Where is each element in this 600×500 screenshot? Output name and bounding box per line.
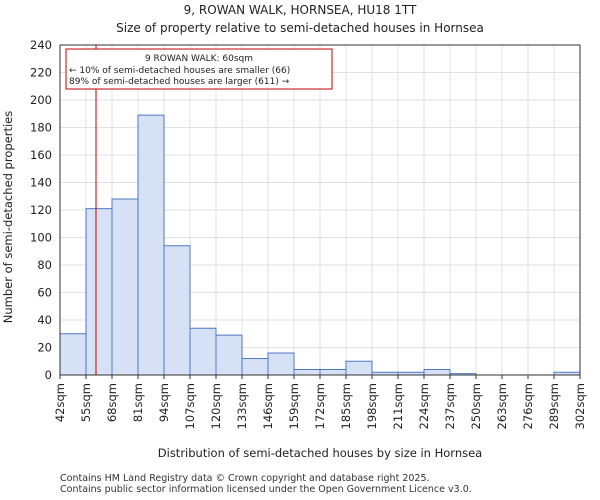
annotation-line2: ← 10% of semi-detached houses are smalle… bbox=[69, 66, 290, 76]
x-tick-label: 107sqm bbox=[183, 383, 197, 429]
x-tick-labels: 42sqm 55sqm 68sqm 81sqm 94sqm 107sqm 120sqm 133… bbox=[53, 375, 587, 429]
x-tick-label: 276sqm bbox=[521, 383, 535, 429]
histogram-bar bbox=[85, 208, 113, 376]
x-axis-label: Distribution of semi-detached houses by … bbox=[158, 446, 482, 460]
bars bbox=[59, 114, 581, 376]
histogram-bar bbox=[111, 198, 139, 376]
x-tick-label: 302sqm bbox=[573, 383, 587, 429]
x-tick-label: 263sqm bbox=[495, 383, 509, 429]
x-tick-label: 42sqm bbox=[53, 383, 67, 422]
y-tick-labels: 0 20 40 60 80 100 120 140 160 180 200 220 240 bbox=[30, 38, 52, 382]
y-tick-label: 120 bbox=[30, 203, 52, 217]
y-tick-label: 200 bbox=[30, 93, 52, 107]
histogram-bar bbox=[319, 369, 347, 376]
x-tick-label: 224sqm bbox=[417, 383, 431, 429]
x-tick-label: 146sqm bbox=[261, 383, 275, 429]
x-tick-label: 159sqm bbox=[287, 383, 301, 429]
x-tick-label: 68sqm bbox=[105, 383, 119, 422]
y-tick-label: 60 bbox=[37, 286, 52, 300]
histogram-bar bbox=[267, 352, 295, 376]
footer-line1: Contains HM Land Registry data © Crown c… bbox=[60, 473, 430, 484]
histogram-bar bbox=[293, 369, 321, 376]
y-tick-label: 40 bbox=[37, 313, 52, 327]
x-tick-label: 237sqm bbox=[443, 383, 457, 429]
histogram-bar bbox=[345, 360, 373, 376]
histogram-bar bbox=[59, 333, 87, 376]
x-tick-label: 172sqm bbox=[313, 383, 327, 429]
x-tick-label: 120sqm bbox=[209, 383, 223, 429]
y-tick-label: 0 bbox=[45, 368, 52, 382]
x-tick-label: 211sqm bbox=[391, 383, 405, 429]
histogram-bar bbox=[163, 245, 191, 376]
y-tick-label: 100 bbox=[30, 231, 52, 245]
y-axis-label: Number of semi-detached properties bbox=[1, 111, 15, 323]
chart-title-line2: Size of property relative to semi-detach… bbox=[116, 21, 484, 35]
x-tick-label: 94sqm bbox=[157, 383, 171, 422]
y-tick-label: 180 bbox=[30, 121, 52, 135]
chart-title-line1: 9, ROWAN WALK, HORNSEA, HU18 1TT bbox=[184, 3, 417, 17]
x-tick-label: 185sqm bbox=[339, 383, 353, 429]
histogram-bar bbox=[423, 369, 451, 376]
y-tick-label: 20 bbox=[37, 341, 52, 355]
y-tick-label: 240 bbox=[30, 38, 52, 52]
y-tick-label: 160 bbox=[30, 148, 52, 162]
x-tick-label: 133sqm bbox=[235, 383, 249, 429]
x-tick-label: 289sqm bbox=[547, 383, 561, 429]
plot-frame bbox=[59, 44, 581, 376]
x-tick-label: 198sqm bbox=[365, 383, 379, 429]
x-tick-label: 81sqm bbox=[131, 383, 145, 422]
x-tick-label: 250sqm bbox=[469, 383, 483, 429]
histogram-bar bbox=[241, 358, 269, 376]
y-tick-label: 220 bbox=[30, 66, 52, 80]
histogram-bar bbox=[189, 327, 217, 376]
histogram-bar bbox=[137, 114, 165, 376]
annotation-box: 9 ROWAN WALK: 60sqm ← 10% of semi-detach… bbox=[65, 48, 333, 90]
footer-line2: Contains public sector information licen… bbox=[60, 484, 472, 495]
y-tick-label: 140 bbox=[30, 176, 52, 190]
annotation-line3: 89% of semi-detached houses are larger (… bbox=[69, 77, 290, 87]
annotation-line1: 9 ROWAN WALK: 60sqm bbox=[145, 54, 253, 64]
y-tick-label: 80 bbox=[37, 258, 52, 272]
x-tick-label: 55sqm bbox=[79, 383, 93, 422]
histogram-bar bbox=[215, 334, 243, 376]
annotation-frame bbox=[65, 48, 333, 90]
